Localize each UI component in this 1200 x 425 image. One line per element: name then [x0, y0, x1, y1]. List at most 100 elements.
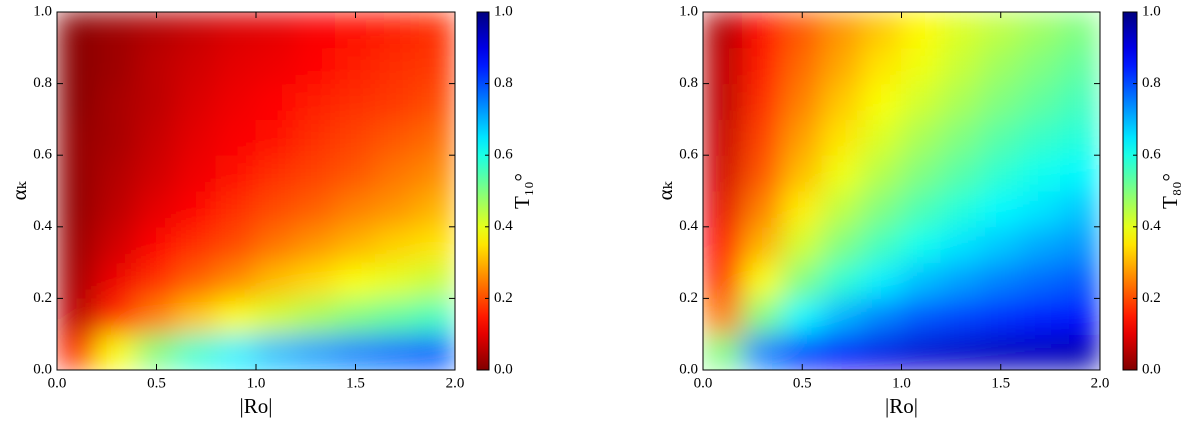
x-tick-label: 0.0 — [694, 375, 713, 391]
colorbar — [1122, 11, 1138, 371]
heatmap-cell — [781, 154, 823, 192]
heatmap-cell — [136, 83, 177, 120]
y-tick-label: 0.6 — [679, 147, 698, 163]
heatmap-cell — [57, 47, 98, 85]
heatmap-cell — [96, 333, 138, 370]
heatmap-cell — [255, 262, 297, 299]
heatmap-cell — [861, 262, 902, 299]
heatmap-cell — [295, 262, 337, 299]
heatmap-cell — [742, 47, 783, 85]
heatmap-cell — [1020, 333, 1061, 370]
heatmap-cell — [861, 333, 902, 370]
y-tick-label: 1.0 — [679, 3, 698, 19]
heatmap-cell — [980, 297, 1022, 335]
heatmap-cell — [414, 297, 455, 335]
heatmap-cell — [335, 83, 376, 120]
heatmap-cell — [175, 118, 217, 156]
heatmap-cell — [703, 190, 744, 228]
colorbar-tick-label: 0.4 — [1142, 218, 1161, 234]
colorbar-label: T₈₀° — [1158, 173, 1182, 209]
y-tick-label: 0.4 — [679, 218, 698, 234]
colorbar-tick-label: 0.0 — [494, 361, 513, 377]
colorbar-tick-label: 0.0 — [1142, 361, 1161, 377]
heatmap-cell — [414, 226, 455, 264]
heatmap-cell — [96, 47, 138, 85]
heatmap-cell — [781, 297, 823, 335]
heatmap-cell — [861, 118, 902, 156]
heatmap-cell — [781, 190, 823, 228]
heatmap-cell — [861, 83, 902, 120]
heatmap — [57, 12, 455, 370]
heatmap-cell — [96, 262, 138, 299]
heatmap-cell — [742, 83, 783, 120]
heatmap-cell — [781, 118, 823, 156]
heatmap-cell — [940, 83, 982, 120]
heatmap-cell — [335, 12, 376, 49]
heatmap-cell — [96, 226, 138, 264]
colorbar-tick-label: 0.8 — [494, 75, 513, 91]
heatmap-cell — [940, 118, 982, 156]
y-tick-label: 0.8 — [33, 75, 52, 91]
heatmap-cell — [940, 154, 982, 192]
y-tick-label: 0.8 — [679, 75, 698, 91]
colorbar-tick-label: 0.2 — [1142, 290, 1161, 306]
heatmap-cell — [255, 333, 297, 370]
heatmap-cell — [703, 118, 744, 156]
heatmap-cell — [136, 154, 177, 192]
heatmap-cell — [414, 118, 455, 156]
y-tick-label: 1.0 — [33, 3, 52, 19]
x-tick-label: 2.0 — [1091, 375, 1110, 391]
heatmap-cell — [703, 83, 744, 120]
heatmap-cell — [980, 154, 1022, 192]
heatmap-cell — [255, 226, 297, 264]
heatmap-cell — [295, 83, 337, 120]
heatmap-cell — [57, 83, 98, 120]
heatmap-cell — [335, 297, 376, 335]
heatmap-cell — [175, 47, 217, 85]
y-tick-label: 0.2 — [679, 290, 698, 306]
colorbar-tick-label: 0.6 — [1142, 147, 1161, 163]
heatmap-cell — [1020, 154, 1061, 192]
heatmap-cell — [821, 333, 863, 370]
heatmap-cell — [1020, 226, 1061, 264]
heatmap-cell — [861, 226, 902, 264]
y-tick-label: 0.0 — [33, 361, 52, 377]
heatmap-cell — [374, 118, 416, 156]
heatmap-cell — [1059, 47, 1100, 85]
heatmap-cell — [175, 297, 217, 335]
heatmap-cell — [175, 190, 217, 228]
heatmap-cell — [703, 47, 744, 85]
heatmap-cell — [940, 297, 982, 335]
x-axis-label: |Ro| — [240, 394, 273, 418]
heatmap-cell — [980, 83, 1022, 120]
heatmap-cell — [1059, 226, 1100, 264]
heatmap-cell — [255, 47, 297, 85]
heatmap-cell — [57, 118, 98, 156]
heatmap-cell — [703, 12, 744, 49]
heatmap-cell — [374, 226, 416, 264]
heatmap-cell — [215, 12, 257, 49]
heatmap-cell — [1059, 262, 1100, 299]
heatmap-cell — [821, 190, 863, 228]
heatmap-cell — [175, 12, 217, 49]
colorbar-tick-label: 0.4 — [494, 218, 513, 234]
heatmap-cell — [1059, 12, 1100, 49]
heatmap-cell — [57, 12, 98, 49]
heatmap-cell — [374, 297, 416, 335]
heatmap-cell — [136, 333, 177, 370]
heatmap-cell — [136, 297, 177, 335]
heatmap-cell — [742, 12, 783, 49]
y-axis-label: αₖ — [7, 180, 31, 200]
heatmap-cell — [215, 226, 257, 264]
heatmap-cell — [136, 262, 177, 299]
heatmap-cell — [703, 297, 744, 335]
heatmap-cell — [980, 333, 1022, 370]
heatmap-cell — [980, 12, 1022, 49]
heatmap-cell — [861, 154, 902, 192]
heatmap-cell — [980, 262, 1022, 299]
heatmap-cell — [295, 118, 337, 156]
x-tick-label: 1.5 — [991, 375, 1010, 391]
heatmap-cell — [1059, 333, 1100, 370]
heatmap-cell — [255, 118, 297, 156]
colorbar-tick-label: 0.6 — [494, 147, 513, 163]
